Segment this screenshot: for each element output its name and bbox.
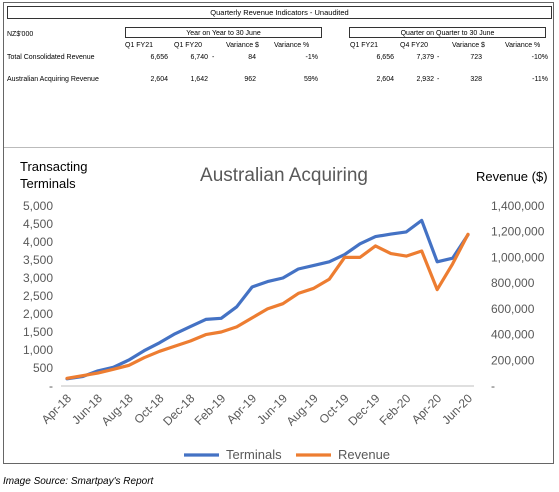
table-cell: 6,656 xyxy=(150,54,168,61)
table-cell: - xyxy=(212,54,215,61)
y-left-tick-label: 5,000 xyxy=(23,199,53,213)
legend-label: Revenue xyxy=(338,447,390,462)
y-right-tick-label: 1,400,000 xyxy=(491,199,545,213)
table-cell: 962 xyxy=(244,76,256,83)
table-cell: 2,932 xyxy=(416,76,434,83)
col-header: Variance $ xyxy=(226,42,259,49)
y-left-tick-label: 4,500 xyxy=(23,217,53,231)
table-cell: 7,379 xyxy=(416,54,434,61)
x-tick-label: Jun-19 xyxy=(254,391,290,427)
y-right-tick-label: 400,000 xyxy=(491,328,535,342)
table-cell: 84 xyxy=(248,54,256,61)
table-cell: - xyxy=(437,76,440,83)
table-cell: 2,604 xyxy=(150,76,168,83)
table-cell: 6,740 xyxy=(190,54,208,61)
revenue-line-chart: Australian Acquiring Transacting Terminals… xyxy=(20,159,548,462)
x-tick-label: Aug-18 xyxy=(99,391,136,428)
y-right-tick-label: 200,000 xyxy=(491,353,535,367)
y-right-axis-title: Revenue ($) xyxy=(476,169,548,184)
row-label: Australian Acquiring Revenue xyxy=(7,76,99,83)
table-cell: -1% xyxy=(305,54,318,61)
revenue-table: Quarterly Revenue Indicators - Unaudited… xyxy=(4,3,553,143)
y-right-tick-label: 1,000,000 xyxy=(491,250,545,264)
table-cell: 723 xyxy=(470,54,482,61)
table-cell: 6,656 xyxy=(376,54,394,61)
group-header-yoy: Year on Year to 30 June xyxy=(125,27,322,38)
legend-label: Terminals xyxy=(226,447,282,462)
chart-title: Australian Acquiring xyxy=(200,165,368,186)
x-tick-label: Jun-18 xyxy=(69,391,105,427)
y-left-axis-title: Terminals xyxy=(20,176,76,191)
table-cell: 1,642 xyxy=(190,76,208,83)
col-header: Q1 FY20 xyxy=(174,42,203,49)
x-tick-label: Apr-18 xyxy=(39,391,75,427)
col-header: Variance % xyxy=(505,42,541,49)
table-title: Quarterly Revenue Indicators - Unaudited xyxy=(7,6,552,19)
col-header: Q4 FY20 xyxy=(400,42,429,49)
x-tick-label: Jun-20 xyxy=(439,391,475,427)
y-left-tick-label: 3,500 xyxy=(23,253,53,267)
y-right-tick-label: 1,200,000 xyxy=(491,225,545,239)
x-tick-label: Feb-19 xyxy=(192,391,229,428)
y-right-tick-label: 800,000 xyxy=(491,276,535,290)
y-left-tick-label: 1,000 xyxy=(23,343,53,357)
section-divider xyxy=(4,147,553,148)
table-cell: 59% xyxy=(303,76,318,83)
group-header-qoq: Quarter on Quarter to 30 June xyxy=(349,27,546,38)
table-cell: -10% xyxy=(531,54,548,61)
col-header: Variance $ xyxy=(452,42,485,49)
report-frame: Quarterly Revenue Indicators - Unaudited… xyxy=(3,2,554,464)
col-header: Q1 FY21 xyxy=(125,42,154,49)
y-left-axis-title: Transacting xyxy=(20,159,87,174)
series-line-revenue xyxy=(65,232,470,380)
y-left-tick-label: - xyxy=(49,379,53,393)
y-left-tick-label: 2,500 xyxy=(23,289,53,303)
y-left-tick-label: 500 xyxy=(33,361,53,375)
x-tick-label: Apr-20 xyxy=(409,391,445,427)
x-tick-label: Dec-19 xyxy=(345,391,382,428)
unit-label: NZ$'000 xyxy=(7,31,34,38)
col-header: Variance % xyxy=(274,42,310,49)
y-left-tick-label: 1,500 xyxy=(23,325,53,339)
y-left-tick-label: 4,000 xyxy=(23,235,53,249)
table-cell: 2,604 xyxy=(376,76,394,83)
y-left-tick-label: 2,000 xyxy=(23,307,53,321)
x-tick-label: Dec-18 xyxy=(160,391,197,428)
y-right-tick-label: 600,000 xyxy=(491,302,535,316)
series-line-terminals xyxy=(65,218,470,381)
x-tick-label: Feb-20 xyxy=(377,391,414,428)
table-cell: -11% xyxy=(532,76,548,83)
x-tick-label: Apr-19 xyxy=(224,391,260,427)
y-left-tick-label: 3,000 xyxy=(23,271,53,285)
table-cell: - xyxy=(437,54,440,61)
col-header: Q1 FY21 xyxy=(350,42,379,49)
image-caption: Image Source: Smartpay's Report xyxy=(3,476,154,487)
x-tick-label: Aug-19 xyxy=(284,391,321,428)
y-right-tick-label: - xyxy=(491,379,495,393)
table-cell: 328 xyxy=(470,76,482,83)
row-label: Total Consolidated Revenue xyxy=(7,54,95,61)
